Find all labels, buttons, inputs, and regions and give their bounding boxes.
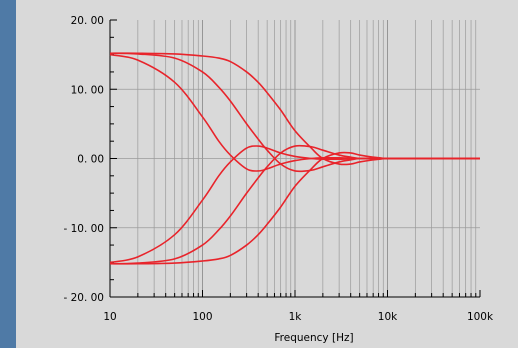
x-tick-label: 10 (103, 311, 116, 323)
series-line-6 (109, 151, 480, 265)
y-tick-label: 10. 00 (71, 84, 104, 96)
y-tick-label: - 20. 00 (63, 292, 104, 304)
eq-response-chart: 20. 00 10. 00 0. 00 - 10. 00 - 20. 00 10 100 1k… (63, 15, 494, 344)
y-tick-label: - 10. 00 (63, 223, 104, 235)
tick-label-layer: 20. 00 10. 00 0. 00 - 10. 00 - 20. 00 10 100 1k… (63, 15, 494, 323)
y-tick-label: 20. 00 (71, 15, 104, 27)
axis-layer (109, 19, 481, 298)
chart-frame: 20. 00 10. 00 0. 00 - 10. 00 - 20. 00 10 100 1k… (16, 0, 518, 348)
x-tick-label: 100 (192, 311, 212, 323)
x-tick-label: 10k (378, 311, 398, 323)
series-layer (109, 52, 480, 265)
x-tick-label: 100k (467, 311, 494, 323)
y-tick-label: 0. 00 (77, 154, 104, 166)
x-tick-label: 1k (289, 311, 303, 323)
x-axis-title: Frequency [Hz] (274, 332, 353, 344)
